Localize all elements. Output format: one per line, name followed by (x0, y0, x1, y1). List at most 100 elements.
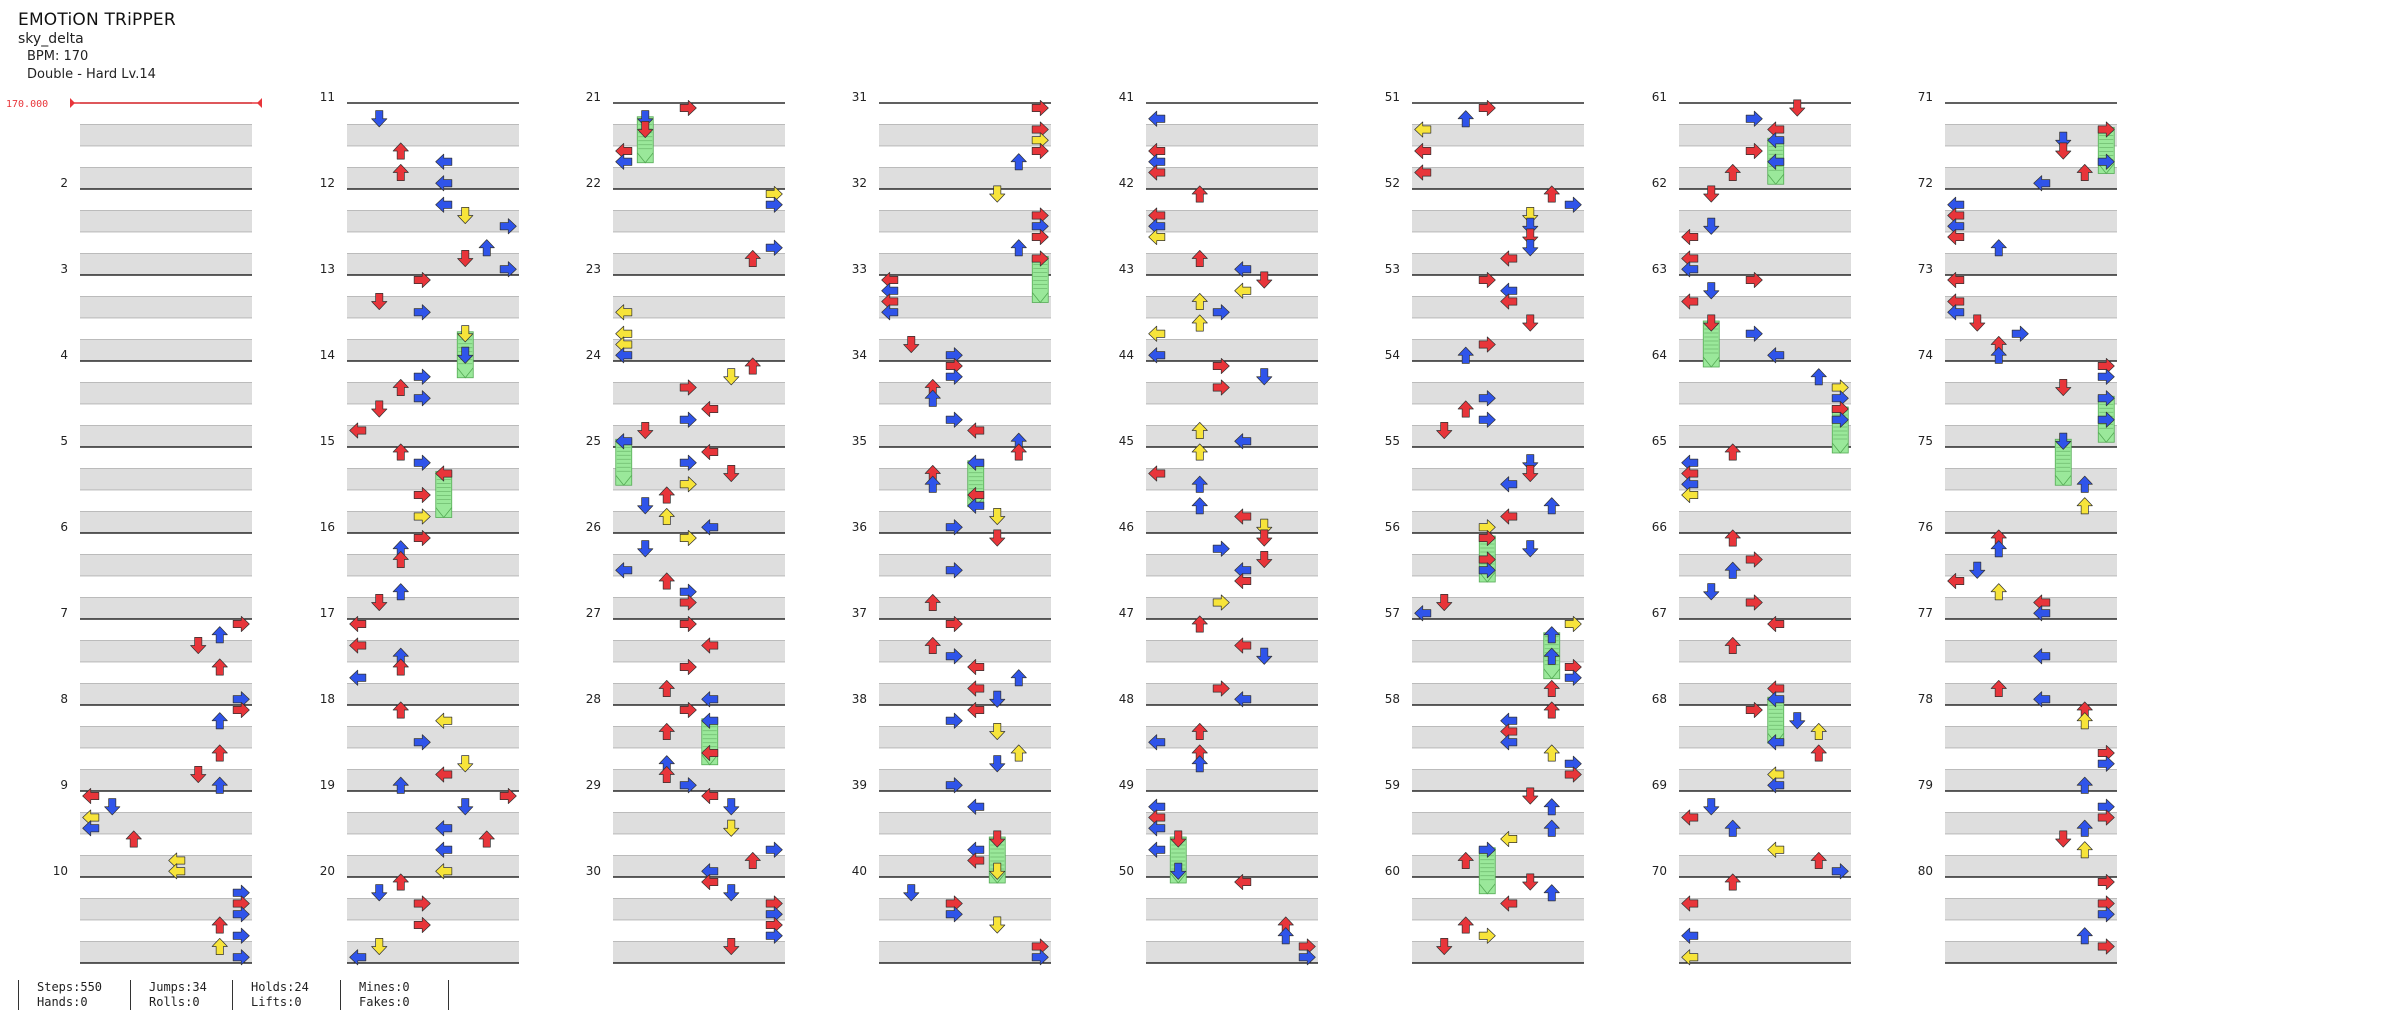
beat-band (347, 253, 519, 275)
hold-tail (1702, 356, 1720, 368)
measure-number: 18 (320, 692, 335, 706)
beat-band (347, 683, 519, 705)
beat-band (613, 210, 785, 232)
beat-band (1146, 253, 1318, 275)
measure-number: 27 (586, 606, 601, 620)
beat-band (1679, 511, 1851, 533)
beat-band (80, 683, 252, 705)
stat-group: Steps:550 Hands:0 (18, 980, 102, 1010)
step-arrow (1745, 325, 1763, 342)
bpm-value: 170.000 (6, 99, 48, 110)
beat-band (80, 210, 252, 232)
measure-number: 53 (1385, 262, 1400, 276)
beat-band (879, 296, 1051, 318)
measure-number: 33 (852, 262, 867, 276)
beat-band (613, 253, 785, 275)
measure-lines (80, 102, 2117, 964)
step-arrow (1234, 282, 1252, 299)
bpm-tick-right (257, 98, 262, 108)
beat-band (1679, 425, 1851, 447)
measure-number: 68 (1652, 692, 1667, 706)
measure-number: 39 (852, 778, 867, 792)
beat-band (1945, 296, 2117, 318)
measure-number: 22 (586, 176, 601, 190)
beat-band (80, 167, 252, 189)
beat-band (80, 382, 252, 404)
beat-band (1412, 597, 1584, 619)
beat-band (1146, 511, 1318, 533)
beat-band (347, 210, 519, 232)
beat-band (1945, 554, 2117, 576)
hold-tail (636, 152, 654, 164)
beat-band (1945, 726, 2117, 748)
measure-number: 2 (60, 176, 68, 190)
measure-number: 36 (852, 520, 867, 534)
step-arrow (435, 841, 453, 858)
beat-band (1412, 296, 1584, 318)
song-artist: sky_delta (18, 31, 84, 47)
measure-number: 26 (586, 520, 601, 534)
beat-band (879, 511, 1051, 533)
hold-notes (435, 116, 2115, 895)
measure-number: 8 (60, 692, 68, 706)
beat-band (879, 253, 1051, 275)
measure-number: 9 (60, 778, 68, 792)
measure-number: 56 (1385, 520, 1400, 534)
measure-number: 11 (320, 90, 335, 104)
measure-number: 54 (1385, 348, 1400, 362)
beat-band (347, 167, 519, 189)
measure-number: 46 (1119, 520, 1134, 534)
step-arrow (1212, 540, 1230, 557)
beat-band (613, 683, 785, 705)
measure-number: 34 (852, 348, 867, 362)
stat-value: Rolls:0 (149, 995, 200, 1009)
beat-band (613, 941, 785, 963)
measure-number: 74 (1918, 348, 1933, 362)
beat-band (1679, 640, 1851, 662)
stat-divider (448, 980, 467, 1010)
measure-number: 51 (1385, 90, 1400, 104)
step-arrow (435, 712, 453, 729)
measure-number: 55 (1385, 434, 1400, 448)
beat-band (1146, 382, 1318, 404)
beat-band (80, 511, 252, 533)
beat-band (1679, 726, 1851, 748)
beat-band (879, 812, 1051, 834)
beat-band (80, 468, 252, 490)
measure-number: 57 (1385, 606, 1400, 620)
beat-band (879, 167, 1051, 189)
beat-band (1679, 167, 1851, 189)
beat-band (613, 468, 785, 490)
step-arrow (1745, 110, 1763, 127)
beat-band (879, 597, 1051, 619)
beat-band (1412, 210, 1584, 232)
hold-tail (1031, 292, 1049, 304)
stat-value: Mines:0 (359, 980, 410, 994)
step-arrow (1148, 841, 1166, 858)
measure-number: 80 (1918, 864, 1933, 878)
beat-band (879, 941, 1051, 963)
song-header: EMOTiON TRiPPER sky_delta BPM: 170 Doubl… (18, 10, 176, 84)
beat-band (80, 597, 252, 619)
beat-band (80, 640, 252, 662)
beat-band (1679, 941, 1851, 963)
beat-band (879, 124, 1051, 146)
step-arrow (232, 927, 250, 944)
beat-band (1412, 683, 1584, 705)
beat-band (347, 554, 519, 576)
beat-band (347, 855, 519, 877)
stat-value: Jumps:34 (149, 980, 207, 994)
beat-band (80, 855, 252, 877)
beat-band (1146, 597, 1318, 619)
beat-band (879, 769, 1051, 791)
beat-band (347, 597, 519, 619)
beat-band (1146, 425, 1318, 447)
beat-band (1679, 683, 1851, 705)
hold-tail (1543, 668, 1561, 680)
measure-number: 6 (60, 520, 68, 534)
beat-band (1146, 855, 1318, 877)
song-bpm: BPM: 170 (27, 49, 89, 64)
beat-band (879, 855, 1051, 877)
hold-body (1478, 847, 1496, 895)
beat-band (613, 124, 785, 146)
